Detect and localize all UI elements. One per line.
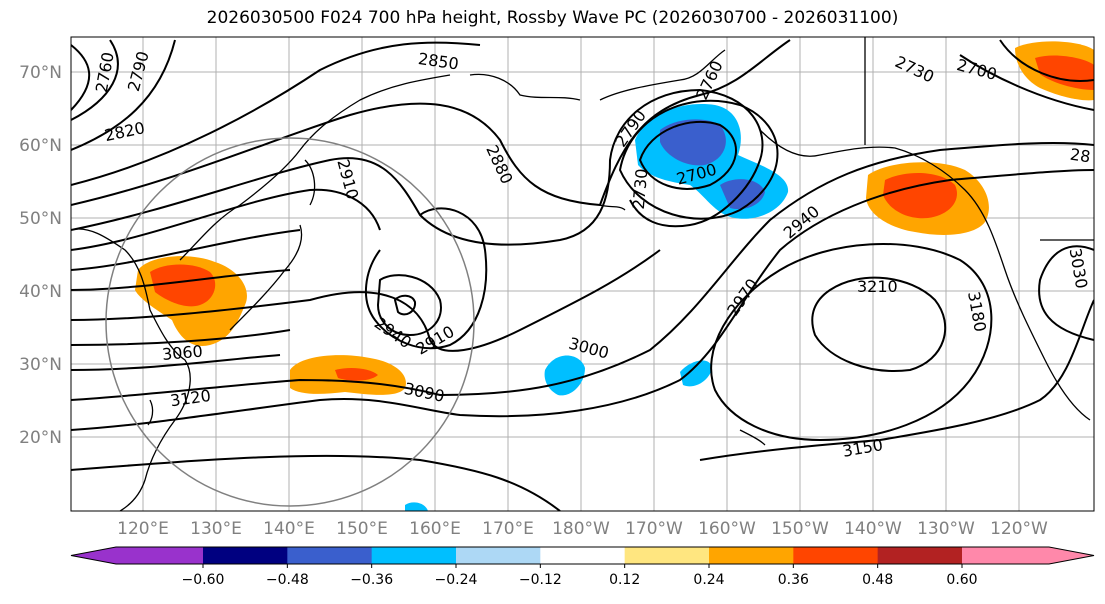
colorbar-segment [540, 547, 626, 564]
colorbar-segment [287, 547, 373, 564]
lat-label: 20°N [19, 428, 62, 448]
lon-label: 130°W [917, 519, 975, 539]
coastlines [71, 37, 1094, 511]
colorbar-tick-label: −0.36 [350, 572, 393, 588]
contour-label: 3210 [857, 277, 898, 296]
colorbar-segment [71, 547, 203, 564]
lon-label: 140°E [263, 519, 315, 539]
colorbar-tick-label: 0.24 [693, 572, 724, 588]
contour-label: 28 [1069, 145, 1092, 167]
colorbar-tick-label: −0.24 [435, 572, 478, 588]
colorbar-tick-label: −0.60 [182, 572, 225, 588]
lon-label: 160°E [409, 519, 461, 539]
lon-label: 130°E [190, 519, 242, 539]
great-circle [105, 137, 475, 507]
colorbar-segment [203, 547, 288, 564]
lat-label: 70°N [19, 63, 62, 83]
lon-label: 170°W [625, 519, 683, 539]
colorbar-tick-label: 0.48 [862, 572, 893, 588]
anomaly-shading [135, 41, 1094, 511]
colorbar-segment [456, 547, 541, 564]
longitude-labels: 120°E 130°E 140°E 150°E 160°E 170°E 180°… [117, 519, 1048, 539]
lon-label: 160°W [698, 519, 756, 539]
colorbar-tick-label: 0.12 [609, 572, 640, 588]
lon-label: 180°W [552, 519, 610, 539]
colorbar-segment [624, 547, 710, 564]
colorbar-segment [962, 547, 1094, 564]
colorbar-segment [371, 547, 457, 564]
lat-label: 60°N [19, 136, 62, 156]
height-contours [71, 39, 1094, 511]
lat-label: 50°N [19, 209, 62, 229]
negative-anomaly-central-pacific [544, 355, 585, 396]
colorbar-tick-label: 0.36 [778, 572, 809, 588]
map-title: 2026030500 F024 700 hPa height, Rossby W… [206, 8, 899, 28]
lon-label: 120°W [990, 519, 1048, 539]
contour-label: 3060 [161, 341, 203, 363]
colorbar-segment [877, 547, 963, 564]
colorbar-tick-label: −0.48 [266, 572, 309, 588]
contour-label: 2730 [629, 168, 651, 210]
colorbar-tick-label: 0.60 [946, 572, 977, 588]
colorbar: −0.60 −0.48 −0.36 −0.24 −0.12 0.12 0.24 0.36 0.4… [70, 546, 1095, 588]
lat-label: 30°N [19, 355, 62, 375]
lon-label: 150°W [771, 519, 829, 539]
lon-label: 170°E [482, 519, 534, 539]
colorbar-outline [70, 546, 1095, 565]
lon-label: 140°W [844, 519, 902, 539]
latitude-labels: 70°N 60°N 50°N 40°N 30°N 20°N [19, 63, 62, 448]
map-border [70, 36, 1095, 512]
lat-label: 40°N [19, 282, 62, 302]
colorbar-tick-label: −0.12 [519, 572, 562, 588]
colorbar-segment [793, 547, 879, 564]
colorbar-segment [709, 547, 794, 564]
lon-label: 120°E [117, 519, 169, 539]
lon-label: 150°E [336, 519, 388, 539]
